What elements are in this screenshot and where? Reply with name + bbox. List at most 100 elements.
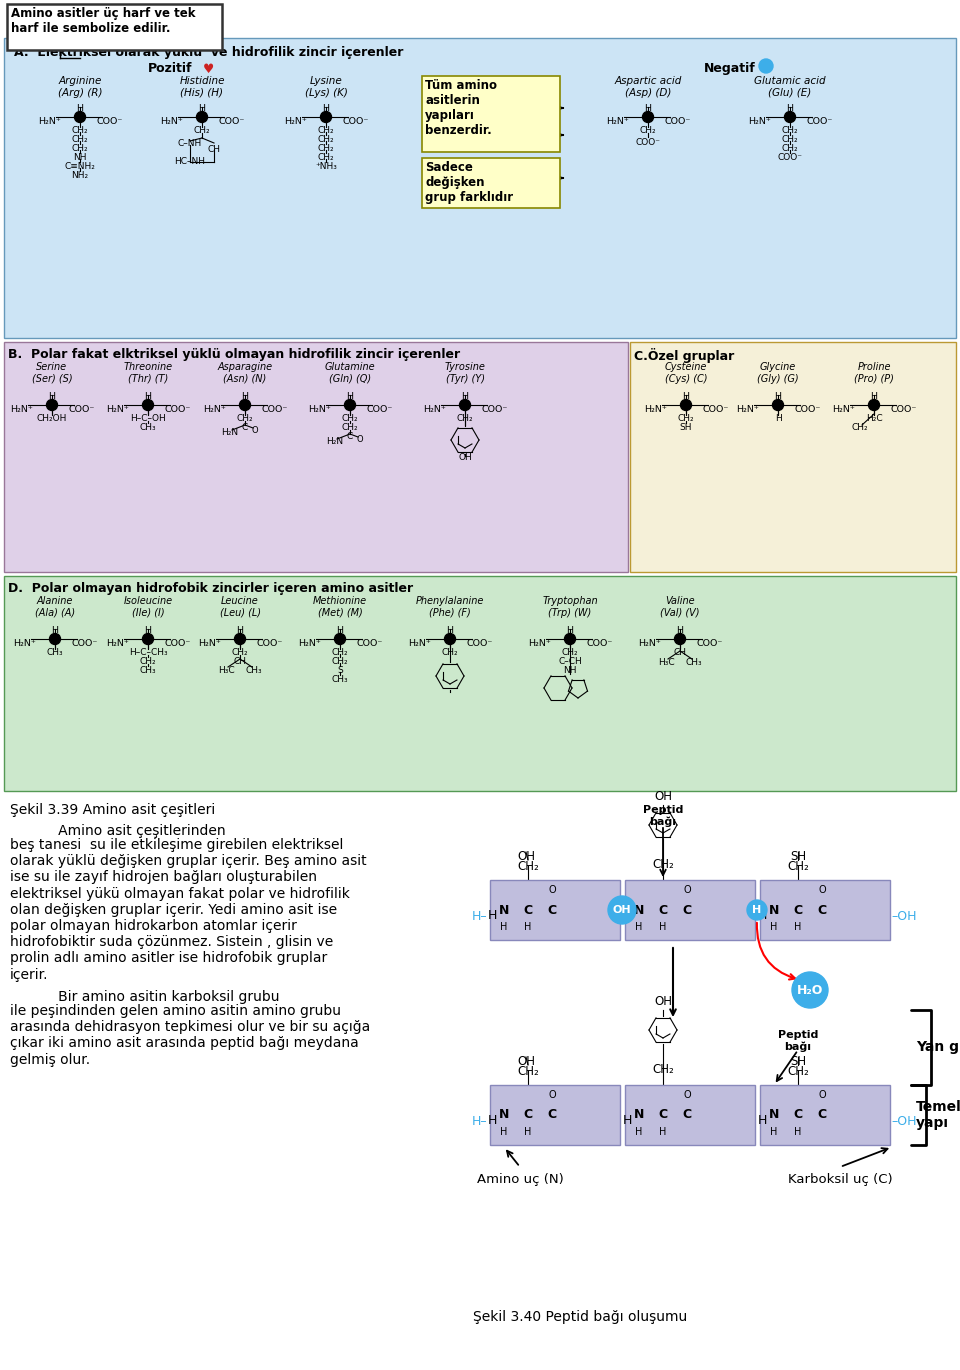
Circle shape <box>239 400 251 411</box>
Text: H₂N⁺: H₂N⁺ <box>529 638 551 648</box>
Text: Amino asitler üç harf ve tek
harf ile sembolize edilir.: Amino asitler üç harf ve tek harf ile se… <box>11 7 196 36</box>
Text: Methionine
(Met) (M): Methionine (Met) (M) <box>313 596 367 618</box>
Text: C: C <box>683 1108 691 1122</box>
Text: H: H <box>199 104 205 112</box>
Text: COO⁻: COO⁻ <box>257 638 283 648</box>
Text: COO⁻: COO⁻ <box>467 638 493 648</box>
Text: Peptid
bağı: Peptid bağı <box>778 1030 818 1052</box>
Text: O: O <box>548 1091 556 1100</box>
Text: N: N <box>769 1108 780 1122</box>
Text: H: H <box>757 910 767 922</box>
Text: C–NH: C–NH <box>178 138 203 148</box>
Text: CH₂: CH₂ <box>318 144 334 153</box>
Text: H: H <box>524 1128 532 1137</box>
Text: C: C <box>683 903 691 917</box>
Text: CH₂: CH₂ <box>231 648 249 658</box>
Text: H: H <box>757 1114 767 1128</box>
Text: H: H <box>683 392 689 401</box>
Text: Threonine
(Thr) (T): Threonine (Thr) (T) <box>124 362 173 384</box>
Text: C≡NH₂: C≡NH₂ <box>64 162 95 171</box>
Text: H₂O: H₂O <box>797 984 823 996</box>
Text: C: C <box>523 1108 533 1122</box>
Text: CH₂: CH₂ <box>517 860 539 873</box>
Text: CH₂: CH₂ <box>442 648 458 658</box>
Text: COO⁻: COO⁻ <box>357 638 383 648</box>
Text: NH: NH <box>564 666 577 675</box>
Text: H: H <box>52 626 59 636</box>
Text: COO⁻: COO⁻ <box>367 406 394 414</box>
Text: H: H <box>660 922 666 932</box>
Text: H: H <box>871 392 877 401</box>
Text: Tyrosine
(Tyr) (Y): Tyrosine (Tyr) (Y) <box>444 362 486 384</box>
Text: H: H <box>775 414 781 423</box>
Circle shape <box>460 400 470 411</box>
Text: N: N <box>634 1108 644 1122</box>
Text: H₂N⁺: H₂N⁺ <box>308 406 331 414</box>
Text: H: H <box>660 1128 666 1137</box>
Text: CH₂: CH₂ <box>781 136 799 144</box>
Circle shape <box>642 111 654 122</box>
Text: C: C <box>547 903 557 917</box>
Text: CH₂: CH₂ <box>781 126 799 136</box>
Text: CH₂: CH₂ <box>237 414 253 423</box>
Circle shape <box>773 400 783 411</box>
Text: H: H <box>242 392 249 401</box>
Text: H₂N⁺: H₂N⁺ <box>160 116 183 126</box>
Text: C: C <box>547 1108 557 1122</box>
Text: CH₂: CH₂ <box>332 658 348 666</box>
Text: Valine
(Val) (V): Valine (Val) (V) <box>660 596 700 618</box>
Text: CH: CH <box>207 145 221 153</box>
Text: C.Özel gruplar: C.Özel gruplar <box>634 348 734 363</box>
Text: N: N <box>769 903 780 917</box>
Text: CH₂: CH₂ <box>318 136 334 144</box>
Text: H₂N⁺: H₂N⁺ <box>11 406 34 414</box>
Text: H: H <box>446 626 453 636</box>
Text: H: H <box>145 392 152 401</box>
Text: H: H <box>566 626 573 636</box>
Text: N: N <box>499 1108 509 1122</box>
FancyBboxPatch shape <box>490 880 620 940</box>
Text: H–: H– <box>471 910 487 923</box>
Circle shape <box>142 400 154 411</box>
Text: H: H <box>677 626 684 636</box>
Text: H₂N⁺: H₂N⁺ <box>736 406 759 414</box>
Text: beş tanesi  su ile etkileşime girebilen elektriksel
olarak yüklü değişken grupla: beş tanesi su ile etkileşime girebilen e… <box>10 838 367 981</box>
Text: COO⁻: COO⁻ <box>778 153 803 162</box>
Text: O: O <box>252 426 258 436</box>
Text: H₂N⁺: H₂N⁺ <box>607 116 630 126</box>
Text: Arginine
(Arg) (R): Arginine (Arg) (R) <box>58 75 103 97</box>
Text: COO⁻: COO⁻ <box>219 116 245 126</box>
Text: H: H <box>49 392 56 401</box>
Text: H: H <box>622 1114 632 1128</box>
Text: OH: OH <box>517 1055 535 1069</box>
Text: COO⁻: COO⁻ <box>665 116 691 126</box>
Text: ⁺NH₃: ⁺NH₃ <box>315 162 337 171</box>
Circle shape <box>197 111 207 122</box>
Text: Alanine
(Ala) (A): Alanine (Ala) (A) <box>35 596 75 618</box>
FancyBboxPatch shape <box>4 342 628 573</box>
Circle shape <box>681 400 691 411</box>
Text: Phenylalanine
(Phe) (F): Phenylalanine (Phe) (F) <box>416 596 484 618</box>
Text: Pozitif: Pozitif <box>148 62 192 75</box>
Circle shape <box>675 633 685 644</box>
Text: CH₃: CH₃ <box>246 666 262 675</box>
Circle shape <box>234 633 246 644</box>
Circle shape <box>142 633 154 644</box>
Text: CH₃: CH₃ <box>47 648 63 658</box>
Text: CH: CH <box>233 658 247 666</box>
Text: C: C <box>659 903 667 917</box>
Text: H: H <box>622 910 632 922</box>
Text: H₂N⁺: H₂N⁺ <box>38 116 61 126</box>
Text: C: C <box>659 1108 667 1122</box>
Text: Serine
(Ser) (S): Serine (Ser) (S) <box>32 362 72 384</box>
Circle shape <box>50 633 60 644</box>
FancyBboxPatch shape <box>760 1085 890 1145</box>
Text: C–CH: C–CH <box>558 658 582 666</box>
Text: H: H <box>753 906 761 915</box>
Text: COO⁻: COO⁻ <box>697 638 723 648</box>
Text: N: N <box>499 903 509 917</box>
Circle shape <box>334 633 346 644</box>
Text: Peptid
bağı: Peptid bağı <box>643 806 684 827</box>
Text: H: H <box>524 922 532 932</box>
FancyBboxPatch shape <box>490 1085 620 1145</box>
